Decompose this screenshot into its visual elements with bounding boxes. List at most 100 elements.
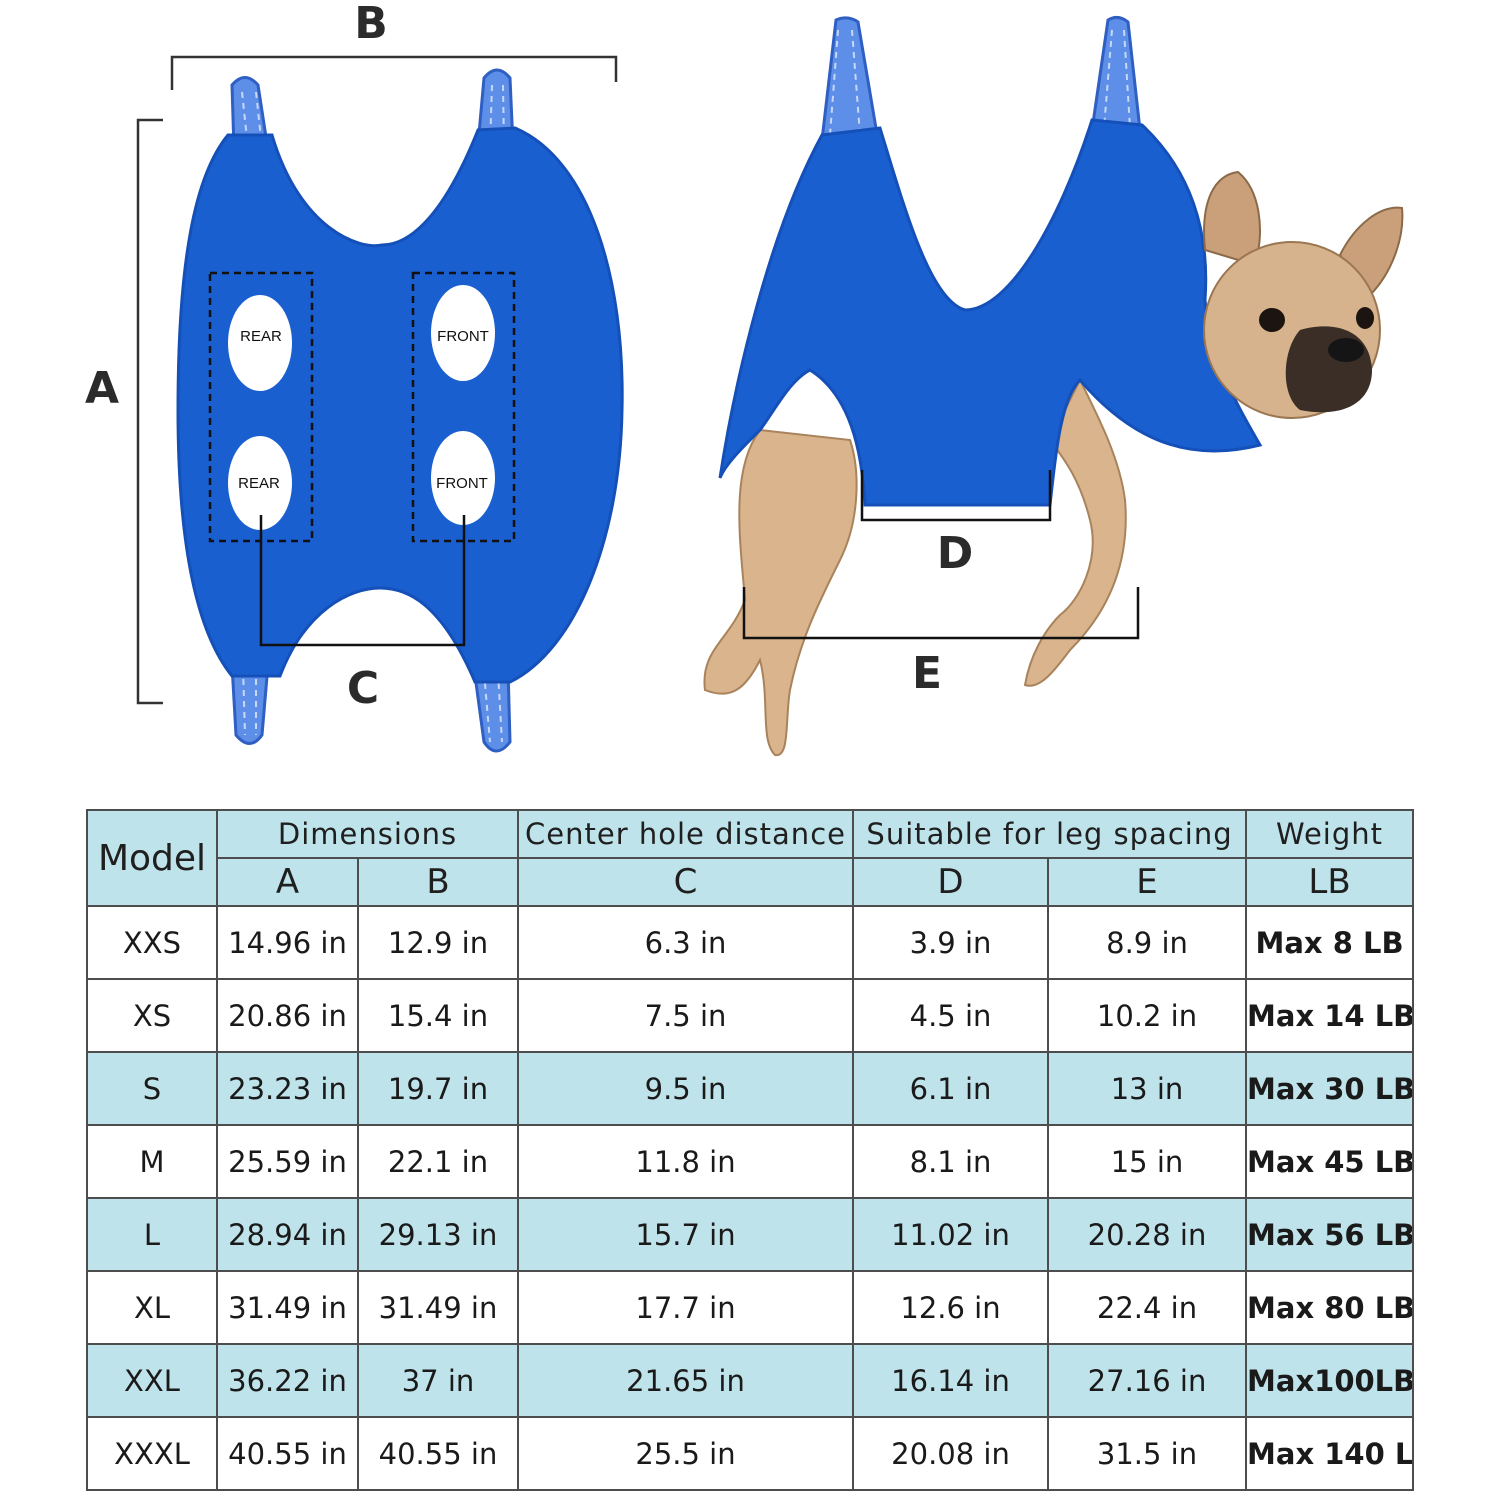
dim-d-cell: 8.1 in [852, 1124, 1050, 1199]
hammock-body-worn [718, 118, 1263, 507]
dim-c-cell: 7.5 in [517, 978, 855, 1053]
dim-d-cell: 6.1 in [852, 1051, 1050, 1126]
dim-a-cell: 14.96 in [216, 905, 359, 980]
dim-a-cell: 31.49 in [216, 1270, 359, 1345]
dim-a-cell: 23.23 in [216, 1051, 359, 1126]
table-row: S 23.23 in 19.7 in 9.5 in 6.1 in 13 in M… [86, 1051, 1415, 1126]
subheader-b: B [356, 857, 520, 907]
subheader-lb: LB [1245, 857, 1415, 907]
model-cell: M [86, 1124, 218, 1199]
dimensions-header: Dimensions [215, 809, 520, 859]
weight-cell: Max 56 LB [1245, 1197, 1415, 1272]
strap-worn-left [820, 16, 880, 142]
dog-head [1203, 170, 1404, 419]
dim-b-cell: 31.49 in [356, 1270, 520, 1345]
dim-d-cell: 20.08 in [852, 1416, 1050, 1491]
table-row: XXS 14.96 in 12.9 in 6.3 in 3.9 in 8.9 i… [86, 905, 1415, 980]
dimension-b-bracket [170, 55, 618, 90]
dim-c-cell: 21.65 in [517, 1343, 855, 1418]
dim-b-cell: 22.1 in [356, 1124, 520, 1199]
front-hole-top [431, 285, 495, 381]
weight-cell: Max 80 LB [1245, 1270, 1415, 1345]
strap-worn-right [1090, 15, 1142, 132]
model-cell: XXL [86, 1343, 218, 1418]
model-cell: XL [86, 1270, 218, 1345]
rear-hole-top [228, 295, 292, 391]
dimension-c-bracket [259, 515, 466, 647]
hammock-body-flat [176, 126, 624, 684]
table-subheader-row: A B C D E LB [87, 857, 1415, 907]
hole-label-front-bottom: FRONT [436, 475, 488, 492]
hole-label-front-top: FRONT [437, 328, 489, 345]
product-illustration: B A REAR FRONT REAR [85, 0, 1404, 757]
dimension-d-label: D [937, 528, 974, 579]
hole-label-rear-top: REAR [240, 328, 282, 345]
dim-e-cell: 27.16 in [1047, 1343, 1248, 1418]
table-header-row: Model Dimensions Center hole distance Su… [86, 809, 1415, 907]
dog-body [703, 377, 1127, 757]
strap-top-left [230, 76, 270, 152]
strap-top-right [476, 68, 515, 147]
weight-header: Weight [1245, 809, 1415, 859]
dim-d-cell: 4.5 in [852, 978, 1050, 1053]
model-cell: XXXL [86, 1416, 218, 1491]
weight-cell: Max100LB [1245, 1343, 1415, 1418]
front-hole-group-box [411, 271, 516, 543]
table-row: XS 20.86 in 15.4 in 7.5 in 4.5 in 10.2 i… [86, 978, 1415, 1053]
dim-d-cell: 16.14 in [852, 1343, 1050, 1418]
dim-a-cell: 25.59 in [216, 1124, 359, 1199]
hammock-straps [230, 68, 515, 753]
model-cell: S [86, 1051, 218, 1126]
dim-e-cell: 13 in [1047, 1051, 1248, 1126]
dimension-e-bracket [742, 587, 1140, 640]
subheader-a: A [216, 857, 359, 907]
dim-d-cell: 11.02 in [852, 1197, 1050, 1272]
dim-c-cell: 6.3 in [517, 905, 855, 980]
dog-front-leg [1023, 377, 1127, 687]
subheader-c: C [517, 857, 855, 907]
rear-hole-bottom [228, 436, 292, 530]
worn-hammock-view: D E [703, 15, 1404, 757]
dim-c-cell: 17.7 in [517, 1270, 855, 1345]
dimension-e-label: E [912, 648, 942, 699]
model-header: Model [86, 809, 218, 907]
weight-cell: Max 14 LB [1245, 978, 1415, 1053]
leg-holes [228, 285, 495, 530]
dim-e-cell: 20.28 in [1047, 1197, 1248, 1272]
dim-c-cell: 11.8 in [517, 1124, 855, 1199]
dog-nose [1328, 338, 1364, 362]
table-row: XL 31.49 in 31.49 in 17.7 in 12.6 in 22.… [86, 1270, 1415, 1345]
dim-a-cell: 40.55 in [216, 1416, 359, 1491]
dog-eye-right [1356, 307, 1374, 329]
leg-spacing-header: Suitable for leg spacing [852, 809, 1248, 859]
weight-cell: Max 8 LB [1245, 905, 1415, 980]
weight-cell: Max 45 LB [1245, 1124, 1415, 1199]
table-row: M 25.59 in 22.1 in 11.8 in 8.1 in 15 in … [86, 1124, 1415, 1199]
center-hole-header: Center hole distance [517, 809, 855, 859]
dim-c-cell: 15.7 in [517, 1197, 855, 1272]
subheader-d: D [852, 857, 1050, 907]
dog-ear-left [1203, 170, 1261, 267]
model-cell: L [86, 1197, 218, 1272]
dog-eye-left [1259, 308, 1285, 332]
subheader-e: E [1047, 857, 1248, 907]
table-row: XXXL 40.55 in 40.55 in 25.5 in 20.08 in … [86, 1416, 1415, 1491]
dim-e-cell: 8.9 in [1047, 905, 1248, 980]
dim-e-cell: 15 in [1047, 1124, 1248, 1199]
dim-c-cell: 25.5 in [517, 1416, 855, 1491]
table-row: L 28.94 in 29.13 in 15.7 in 11.02 in 20.… [86, 1197, 1415, 1272]
strap-bottom-left [230, 663, 270, 745]
size-chart-table: Model Dimensions Center hole distance Su… [86, 809, 1415, 1491]
table-row: XXL 36.22 in 37 in 21.65 in 16.14 in 27.… [86, 1343, 1415, 1418]
flat-hammock-view: B A REAR FRONT REAR [85, 0, 624, 753]
hole-label-rear-bottom: REAR [238, 475, 280, 492]
dim-d-cell: 3.9 in [852, 905, 1050, 980]
dim-c-cell: 9.5 in [517, 1051, 855, 1126]
dim-b-cell: 37 in [356, 1343, 520, 1418]
dim-b-cell: 15.4 in [356, 978, 520, 1053]
dim-a-cell: 36.22 in [216, 1343, 359, 1418]
dimension-a-bracket [136, 118, 163, 705]
weight-cell: Max 30 LB [1245, 1051, 1415, 1126]
dog-rear-leg [703, 428, 858, 757]
dim-a-cell: 20.86 in [216, 978, 359, 1053]
